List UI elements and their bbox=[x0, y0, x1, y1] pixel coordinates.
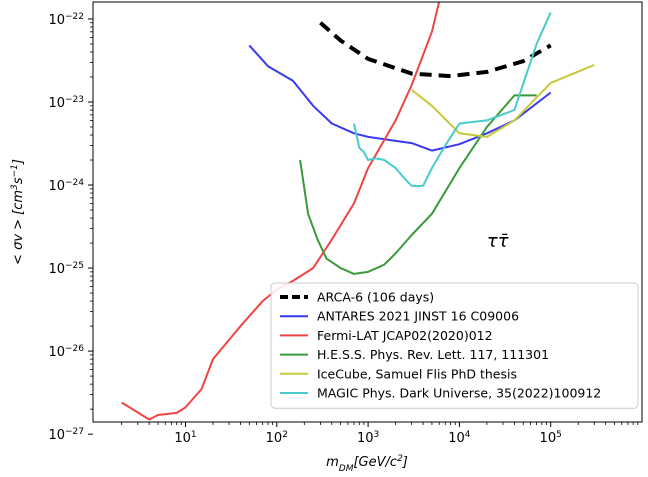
legend-label: MAGIC Phys. Dark Universe, 35(2022)10091… bbox=[317, 386, 601, 401]
legend-label: ARCA-6 (106 days) bbox=[317, 290, 434, 305]
series-line-6 bbox=[353, 11, 552, 188]
legend: ARCA-6 (106 days) ANTARES 2021 JINST 16 C… bbox=[270, 282, 639, 409]
legend-label: H.E.S.S. Phys. Rev. Lett. 117, 111301 bbox=[317, 347, 549, 362]
series-line-5 bbox=[411, 63, 595, 138]
legend-label: IceCube, Samuel Flis PhD thesis bbox=[317, 366, 517, 381]
legend-box bbox=[270, 282, 639, 409]
legend-label: Fermi-LAT JCAP02(2020)012 bbox=[317, 328, 493, 343]
series-line-1 bbox=[319, 21, 552, 79]
legend-label: ANTARES 2021 JINST 16 C09006 bbox=[317, 309, 519, 324]
series-line-4 bbox=[299, 94, 537, 275]
tau-tau-annotation: ττ̄ bbox=[487, 231, 509, 252]
plot-frame bbox=[92, 1, 643, 423]
